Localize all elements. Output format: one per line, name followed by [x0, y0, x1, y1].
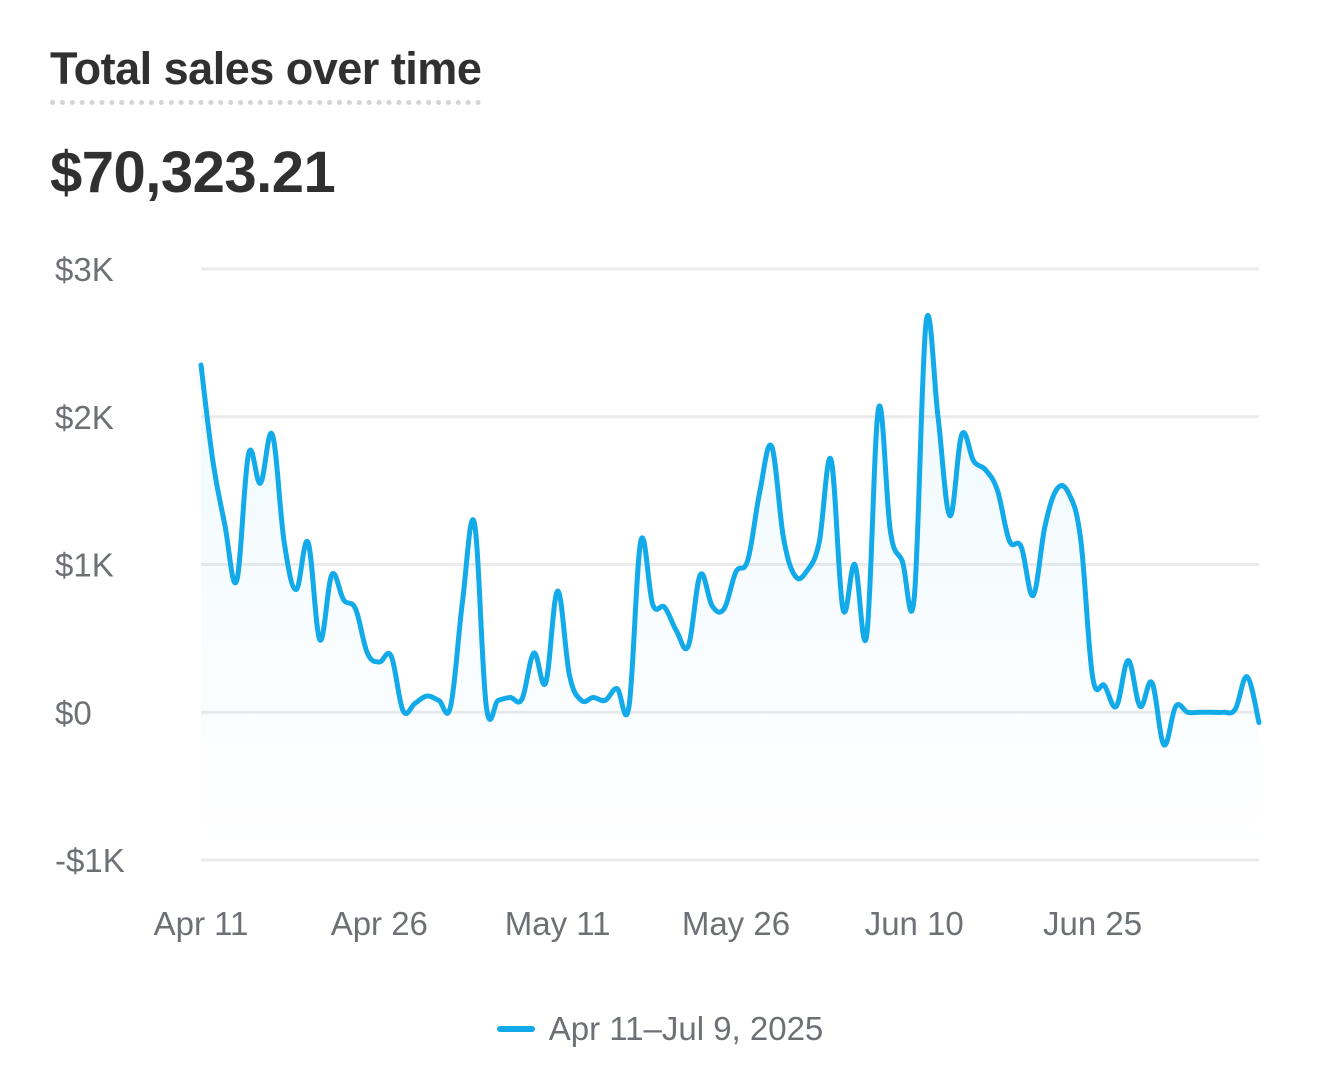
- x-axis-labels: Apr 11 Apr 26 May 11 May 26 Jun 10 Jun 25: [154, 905, 1143, 942]
- x-tick-label: Apr 26: [331, 905, 428, 942]
- y-tick-label: $3K: [55, 251, 114, 288]
- y-tick-label: $2K: [55, 399, 114, 436]
- chart-legend[interactable]: Apr 11–Jul 9, 2025: [0, 1010, 1320, 1048]
- total-value: $70,323.21: [50, 140, 336, 205]
- card-title[interactable]: Total sales over time: [50, 42, 482, 105]
- legend-label: Apr 11–Jul 9, 2025: [548, 1010, 824, 1047]
- series-area: [201, 315, 1259, 860]
- y-tick-label: $0: [55, 694, 92, 731]
- x-tick-label: Jun 25: [1043, 905, 1142, 942]
- sales-line-chart: $3K $2K $1K $0 -$1K Apr 11 Apr 26 May 11 May 26…: [55, 251, 1262, 942]
- series-line[interactable]: [198, 312, 1262, 748]
- series-layer: [198, 312, 1262, 860]
- y-tick-label: $1K: [55, 547, 114, 584]
- x-tick-label: Apr 11: [154, 905, 249, 942]
- x-tick-label: May 11: [505, 905, 611, 942]
- x-tick-label: Jun 10: [865, 905, 964, 942]
- y-tick-label: -$1K: [55, 842, 125, 879]
- x-tick-label: May 26: [682, 905, 790, 942]
- y-axis-labels: $3K $2K $1K $0 -$1K: [55, 251, 125, 879]
- legend-swatch-icon: [496, 1026, 535, 1032]
